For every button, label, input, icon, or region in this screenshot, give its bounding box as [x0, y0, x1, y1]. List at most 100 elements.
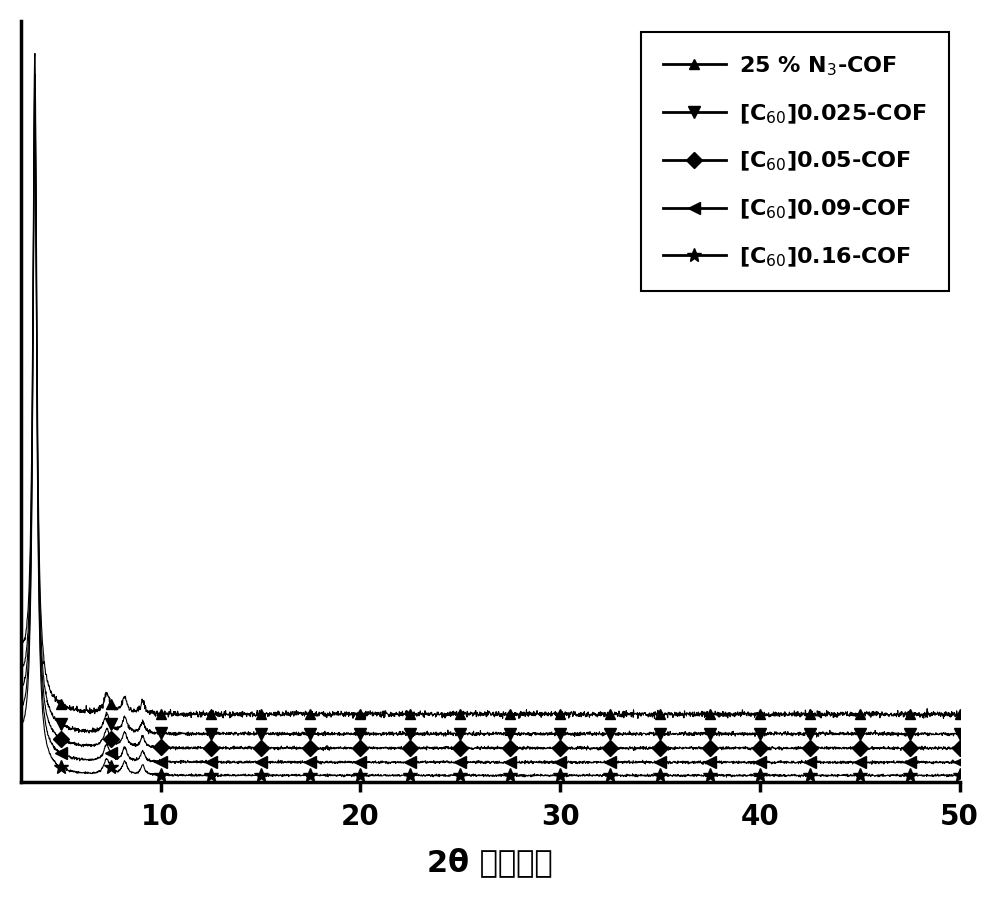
[C$_{60}$]0.09-COF	[954, 757, 966, 768]
Line: [C$_{60}$]0.05-COF: [C$_{60}$]0.05-COF	[55, 733, 965, 753]
[C$_{60}$]0.025-COF	[454, 728, 466, 739]
[C$_{60}$]0.05-COF	[504, 743, 516, 753]
[C$_{60}$]0.16-COF	[404, 770, 416, 780]
25 % N$_3$-COF	[404, 709, 416, 719]
[C$_{60}$]0.05-COF	[255, 743, 267, 753]
[C$_{60}$]0.09-COF	[854, 757, 866, 768]
25 % N$_3$-COF	[804, 709, 816, 719]
[C$_{60}$]0.09-COF	[354, 757, 366, 768]
25 % N$_3$-COF	[904, 709, 916, 719]
25 % N$_3$-COF	[205, 709, 217, 719]
[C$_{60}$]0.09-COF	[604, 757, 616, 768]
[C$_{60}$]0.16-COF	[904, 770, 916, 780]
[C$_{60}$]0.05-COF	[554, 743, 566, 753]
[C$_{60}$]0.025-COF	[854, 728, 866, 739]
[C$_{60}$]0.05-COF	[904, 743, 916, 753]
[C$_{60}$]0.16-COF	[155, 770, 167, 780]
[C$_{60}$]0.09-COF	[904, 757, 916, 768]
[C$_{60}$]0.09-COF	[404, 757, 416, 768]
[C$_{60}$]0.025-COF	[954, 728, 966, 739]
[C$_{60}$]0.16-COF	[205, 770, 217, 780]
[C$_{60}$]0.025-COF	[604, 728, 616, 739]
Line: 25 % N$_3$-COF: 25 % N$_3$-COF	[56, 699, 965, 719]
[C$_{60}$]0.09-COF	[55, 748, 67, 759]
[C$_{60}$]0.025-COF	[105, 718, 117, 729]
[C$_{60}$]0.16-COF	[55, 762, 67, 772]
Line: [C$_{60}$]0.16-COF: [C$_{60}$]0.16-COF	[54, 760, 967, 782]
[C$_{60}$]0.09-COF	[255, 757, 267, 768]
Legend: 25 % N$_3$-COF, [C$_{60}$]0.025-COF, [C$_{60}$]0.05-COF, [C$_{60}$]0.09-COF, [C$: 25 % N$_3$-COF, [C$_{60}$]0.025-COF, [C$…	[641, 32, 949, 291]
[C$_{60}$]0.09-COF	[654, 757, 666, 768]
[C$_{60}$]0.16-COF	[354, 770, 366, 780]
25 % N$_3$-COF	[554, 709, 566, 719]
25 % N$_3$-COF	[954, 709, 966, 719]
25 % N$_3$-COF	[854, 709, 866, 719]
[C$_{60}$]0.16-COF	[704, 770, 716, 780]
25 % N$_3$-COF	[105, 699, 117, 709]
[C$_{60}$]0.16-COF	[304, 770, 316, 780]
[C$_{60}$]0.05-COF	[105, 734, 117, 744]
25 % N$_3$-COF	[454, 709, 466, 719]
[C$_{60}$]0.16-COF	[554, 770, 566, 780]
[C$_{60}$]0.025-COF	[804, 728, 816, 739]
25 % N$_3$-COF	[654, 709, 666, 719]
25 % N$_3$-COF	[354, 709, 366, 719]
25 % N$_3$-COF	[604, 709, 616, 719]
[C$_{60}$]0.05-COF	[55, 734, 67, 744]
[C$_{60}$]0.09-COF	[504, 757, 516, 768]
[C$_{60}$]0.025-COF	[155, 727, 167, 738]
[C$_{60}$]0.09-COF	[554, 757, 566, 768]
[C$_{60}$]0.025-COF	[304, 728, 316, 739]
25 % N$_3$-COF	[754, 709, 766, 719]
[C$_{60}$]0.16-COF	[504, 770, 516, 780]
[C$_{60}$]0.05-COF	[854, 743, 866, 753]
[C$_{60}$]0.05-COF	[404, 743, 416, 753]
25 % N$_3$-COF	[55, 699, 67, 709]
[C$_{60}$]0.025-COF	[404, 728, 416, 739]
[C$_{60}$]0.05-COF	[205, 743, 217, 753]
[C$_{60}$]0.09-COF	[105, 748, 117, 759]
[C$_{60}$]0.05-COF	[804, 743, 816, 753]
[C$_{60}$]0.16-COF	[454, 770, 466, 780]
25 % N$_3$-COF	[704, 709, 716, 719]
[C$_{60}$]0.05-COF	[304, 743, 316, 753]
Line: [C$_{60}$]0.09-COF: [C$_{60}$]0.09-COF	[55, 747, 966, 769]
[C$_{60}$]0.025-COF	[55, 718, 67, 729]
25 % N$_3$-COF	[155, 709, 167, 719]
[C$_{60}$]0.05-COF	[954, 743, 966, 753]
[C$_{60}$]0.09-COF	[754, 757, 766, 768]
[C$_{60}$]0.025-COF	[205, 728, 217, 739]
[C$_{60}$]0.025-COF	[504, 728, 516, 739]
[C$_{60}$]0.025-COF	[754, 728, 766, 739]
[C$_{60}$]0.16-COF	[255, 770, 267, 780]
[C$_{60}$]0.05-COF	[754, 743, 766, 753]
[C$_{60}$]0.025-COF	[354, 728, 366, 739]
[C$_{60}$]0.16-COF	[804, 770, 816, 780]
[C$_{60}$]0.05-COF	[704, 743, 716, 753]
Line: [C$_{60}$]0.025-COF: [C$_{60}$]0.025-COF	[55, 718, 966, 740]
[C$_{60}$]0.05-COF	[454, 743, 466, 753]
[C$_{60}$]0.05-COF	[155, 742, 167, 753]
[C$_{60}$]0.05-COF	[604, 743, 616, 753]
[C$_{60}$]0.16-COF	[954, 770, 966, 780]
[C$_{60}$]0.025-COF	[554, 728, 566, 739]
[C$_{60}$]0.09-COF	[454, 757, 466, 768]
[C$_{60}$]0.09-COF	[804, 757, 816, 768]
[C$_{60}$]0.025-COF	[704, 728, 716, 739]
[C$_{60}$]0.09-COF	[304, 757, 316, 768]
X-axis label: 2θ （角度）: 2θ （角度）	[427, 848, 553, 877]
[C$_{60}$]0.025-COF	[654, 728, 666, 739]
25 % N$_3$-COF	[304, 709, 316, 719]
[C$_{60}$]0.025-COF	[904, 728, 916, 739]
[C$_{60}$]0.09-COF	[155, 756, 167, 767]
[C$_{60}$]0.09-COF	[704, 757, 716, 768]
[C$_{60}$]0.16-COF	[754, 770, 766, 780]
[C$_{60}$]0.16-COF	[604, 770, 616, 780]
25 % N$_3$-COF	[255, 709, 267, 719]
[C$_{60}$]0.16-COF	[654, 770, 666, 780]
[C$_{60}$]0.025-COF	[255, 728, 267, 739]
[C$_{60}$]0.16-COF	[105, 762, 117, 772]
25 % N$_3$-COF	[504, 709, 516, 719]
[C$_{60}$]0.09-COF	[205, 757, 217, 768]
[C$_{60}$]0.16-COF	[854, 770, 866, 780]
